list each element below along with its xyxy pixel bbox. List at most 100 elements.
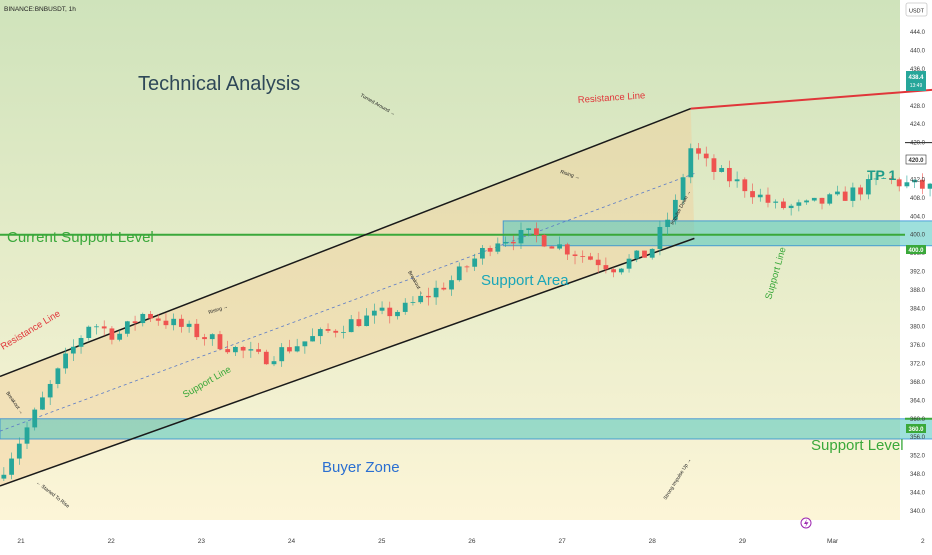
- support-area-box: [502, 220, 932, 247]
- support-current-badge: 400.0: [906, 245, 926, 254]
- time-tick-label: 23: [198, 538, 206, 545]
- candle-body: [70, 346, 76, 354]
- candle-body: [425, 295, 431, 298]
- buyer-zone-label: Buyer Zone: [322, 459, 400, 476]
- candle-body: [441, 287, 447, 290]
- candle-body: [225, 349, 231, 353]
- price-tick-label: 360.0: [910, 417, 926, 423]
- candle-body: [379, 307, 385, 311]
- candle-body: [209, 334, 215, 340]
- candle-body: [680, 177, 686, 200]
- time-tick-label: 2: [921, 538, 925, 545]
- candle-body: [217, 334, 223, 350]
- time-tick-label: 29: [739, 538, 747, 545]
- candle-body: [896, 179, 902, 187]
- candle-body: [456, 266, 462, 281]
- candle-body: [541, 234, 547, 247]
- candle-body: [603, 265, 609, 270]
- candle-body: [202, 337, 207, 340]
- support-low-value: 360.0: [908, 427, 924, 433]
- time-tick-label: 22: [108, 538, 116, 545]
- candle-body: [263, 351, 269, 365]
- candle-body: [788, 205, 794, 209]
- candle-body: [564, 244, 570, 255]
- candle-body: [572, 254, 578, 257]
- candle-body: [24, 427, 30, 444]
- candle-body: [194, 323, 200, 338]
- lightning-icon[interactable]: [800, 517, 812, 529]
- candle-body: [402, 302, 408, 312]
- support-low-badge: 360.0: [906, 424, 926, 433]
- currency-selector[interactable]: USDT: [905, 2, 928, 17]
- price-tick-label: 356.0: [910, 435, 926, 441]
- price-tick-label: 396.0: [910, 251, 926, 257]
- support-level-label: Support Level: [811, 437, 904, 454]
- current-support-level-label: Current Support Level: [7, 229, 154, 246]
- candle-body: [333, 330, 339, 333]
- candle-body: [904, 182, 910, 187]
- price-tick-label: 344.0: [910, 490, 926, 496]
- candle-body: [472, 258, 478, 267]
- price-tick-label: 428.0: [910, 104, 926, 110]
- candle-body: [302, 341, 308, 347]
- candle-body: [40, 397, 45, 410]
- price-tick-label: 436.0: [910, 67, 926, 73]
- price-tick-label: 368.0: [910, 380, 926, 386]
- candle-body: [819, 197, 825, 204]
- countdown-value: 13:49: [910, 83, 923, 89]
- candle-body: [865, 179, 871, 195]
- candle-body: [827, 194, 833, 204]
- candle-body: [186, 323, 192, 327]
- candle-body: [912, 179, 918, 183]
- price-tick-label: 400.0: [910, 233, 926, 239]
- candle-body: [178, 318, 184, 327]
- candle-body: [835, 191, 840, 195]
- currency-label[interactable]: USDT: [909, 9, 925, 15]
- candle-body: [117, 333, 123, 340]
- candle-body: [233, 346, 238, 353]
- lightning-icon-bolt: [804, 519, 809, 528]
- time-tick-label: 27: [558, 538, 566, 545]
- candle-body: [1, 474, 7, 479]
- candle-body: [387, 307, 393, 317]
- price-tick-label: 404.0: [910, 214, 926, 220]
- price-tick-label: 420.0: [910, 141, 926, 147]
- price-tick-label: 352.0: [910, 454, 926, 460]
- time-tick-label: 28: [649, 538, 657, 545]
- candle-body: [55, 368, 61, 384]
- price-tick-label: 424.0: [910, 122, 926, 128]
- candle-body: [16, 443, 22, 459]
- candle-body: [796, 202, 802, 206]
- candle-body: [889, 178, 894, 180]
- price-tick-label: 380.0: [910, 325, 926, 331]
- candle-body: [510, 241, 516, 244]
- resistance-line-top: [690, 88, 932, 110]
- time-tick-label: 26: [468, 538, 476, 545]
- price-tick-label: 376.0: [910, 343, 926, 349]
- currency-selector-box[interactable]: [905, 2, 928, 17]
- candle-body: [634, 250, 640, 259]
- candle-body: [858, 187, 863, 195]
- candle-body: [503, 241, 508, 244]
- price-tick-label: 388.0: [910, 288, 926, 294]
- price-tick-label: 384.0: [910, 306, 926, 312]
- candle-body: [317, 329, 323, 337]
- candle-body: [719, 167, 725, 172]
- candle-body: [611, 269, 617, 273]
- candle-body: [140, 313, 146, 324]
- chart-title: Technical Analysis: [138, 73, 300, 95]
- candle-body: [279, 347, 285, 362]
- candle-body: [325, 329, 331, 331]
- channel-fill: [0, 108, 695, 486]
- candle-body: [109, 328, 115, 340]
- candle-body: [248, 349, 254, 351]
- candle-body: [618, 268, 624, 273]
- candle-body: [163, 320, 169, 326]
- price-tick-label: 392.0: [910, 270, 926, 276]
- candle-body: [588, 256, 593, 260]
- candle-body: [811, 197, 817, 201]
- chart-background: [0, 0, 900, 550]
- candle-body: [287, 347, 292, 352]
- candle-body: [850, 187, 856, 201]
